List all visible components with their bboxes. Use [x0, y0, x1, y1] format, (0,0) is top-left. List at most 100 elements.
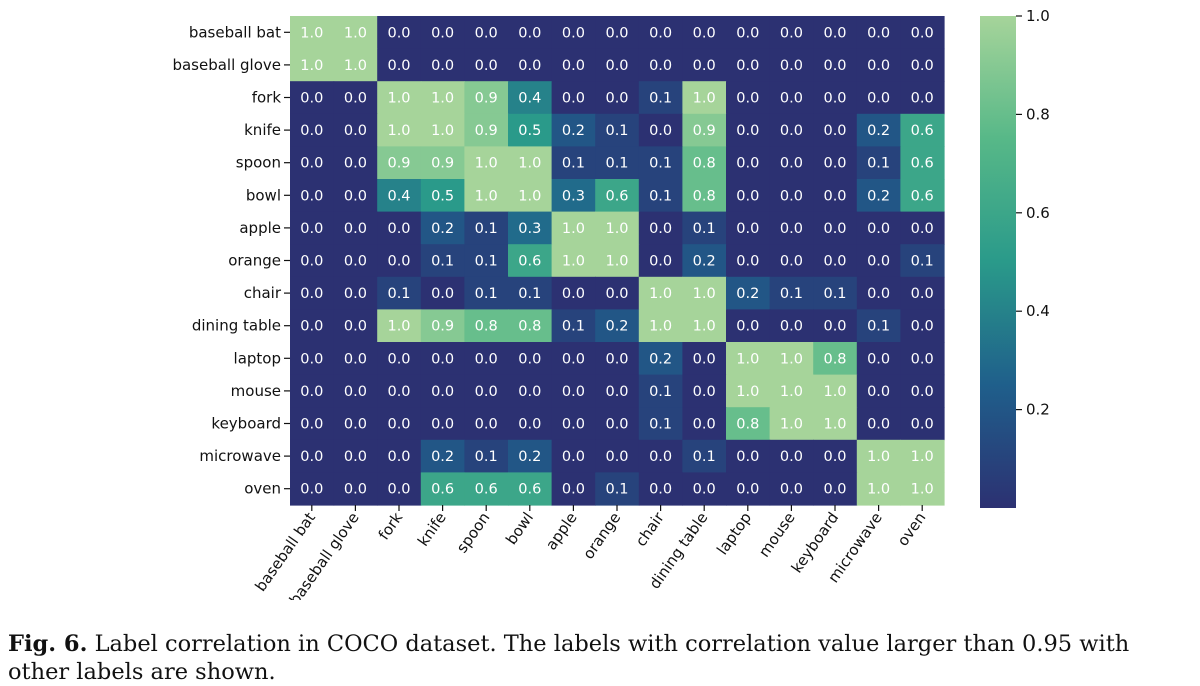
cell-value-label: 0.6: [475, 482, 498, 498]
cell-value-label: 0.0: [431, 286, 454, 302]
cell-value-label: 0.9: [431, 156, 454, 172]
heatmap-cell: [726, 342, 771, 376]
heatmap-cell: [464, 342, 509, 376]
heatmap-cell: [290, 244, 335, 278]
cell-value-label: 0.0: [736, 482, 759, 498]
cell-value-label: 0.0: [562, 91, 585, 107]
heatmap-cell: [856, 16, 901, 50]
y-tick-label: chair: [244, 284, 282, 302]
cell-value-label: 0.2: [693, 254, 716, 270]
cell-value-label: 1.0: [780, 384, 803, 400]
cell-value-label: 0.0: [387, 384, 410, 400]
heatmap-cell: [508, 179, 553, 213]
heatmap-cell: [769, 81, 814, 115]
cell-value-label: 0.0: [911, 384, 934, 400]
cell-value-label: 0.0: [605, 286, 628, 302]
cell-value-label: 0.0: [344, 482, 367, 498]
heatmap-cell: [769, 48, 814, 82]
colorbar-gradient: [980, 16, 1016, 508]
cell-value-label: 1.0: [387, 123, 410, 139]
cell-value-label: 0.0: [736, 156, 759, 172]
cell-value-label: 0.1: [867, 319, 890, 335]
cell-value-label: 0.0: [387, 351, 410, 367]
heatmap-cell: [551, 407, 596, 441]
heatmap-cell: [769, 309, 814, 343]
y-axis-labels: baseball bat baseball glove fork knife spoon…: [172, 23, 290, 498]
heatmap-cell: [595, 179, 640, 213]
cell-value-label: 0.2: [736, 286, 759, 302]
heatmap-cell: [333, 16, 378, 50]
cell-value-label: 1.0: [475, 156, 498, 172]
heatmap-cell: [856, 146, 901, 180]
cell-value-label: 0.0: [344, 384, 367, 400]
cell-value-label: 0.0: [300, 286, 323, 302]
heatmap-cell: [813, 113, 858, 147]
x-tick-label: orange: [579, 509, 624, 563]
y-tick-label: laptop: [234, 349, 281, 367]
cell-value-label: 1.0: [387, 91, 410, 107]
heatmap-cell: [682, 211, 727, 245]
cell-value-label: 0.0: [911, 58, 934, 74]
cell-value-label: 0.0: [823, 188, 846, 204]
cell-value-label: 0.0: [562, 25, 585, 41]
cell-value-label: 0.8: [823, 351, 846, 367]
cell-value-label: 0.0: [736, 221, 759, 237]
heatmap-cell: [595, 309, 640, 343]
cell-value-label: 0.1: [867, 156, 890, 172]
heatmap-cell: [508, 472, 553, 506]
cell-value-label: 0.0: [605, 384, 628, 400]
cell-value-label: 0.0: [562, 482, 585, 498]
heatmap-cell: [595, 472, 640, 506]
cell-value-label: 0.8: [693, 188, 716, 204]
cell-value-label: 0.0: [387, 221, 410, 237]
cell-value-label: 0.0: [823, 254, 846, 270]
heatmap-cell: [638, 16, 683, 50]
heatmap-cell: [464, 374, 509, 408]
cell-value-label: 0.0: [431, 351, 454, 367]
cell-value-label: 0.0: [911, 351, 934, 367]
cell-value-label: 0.0: [344, 188, 367, 204]
cell-value-label: 0.0: [911, 417, 934, 433]
heatmap-cell: [377, 439, 422, 473]
y-tick-label: microwave: [199, 447, 281, 465]
heatmap-cell: [813, 146, 858, 180]
heatmap-cell: [813, 439, 858, 473]
cell-value-label: 1.0: [649, 319, 672, 335]
cell-value-label: 0.0: [605, 417, 628, 433]
cell-value-label: 0.1: [823, 286, 846, 302]
cell-value-label: 0.0: [649, 25, 672, 41]
cell-value-label: 0.0: [780, 25, 803, 41]
cell-value-label: 0.0: [867, 384, 890, 400]
heatmap-cell: [508, 342, 553, 376]
cell-value-label: 0.0: [911, 286, 934, 302]
heatmap-cell: [638, 146, 683, 180]
cell-value-label: 0.0: [300, 384, 323, 400]
cell-value-label: 0.1: [605, 123, 628, 139]
cell-value-label: 0.0: [300, 319, 323, 335]
cell-value-label: 0.0: [736, 25, 759, 41]
cell-value-label: 0.0: [649, 221, 672, 237]
heatmap-cell: [638, 211, 683, 245]
heatmap-cell: [595, 276, 640, 310]
heatmap-cell: [682, 179, 727, 213]
heatmap-cell: [290, 439, 335, 473]
heatmap-cell: [290, 276, 335, 310]
cell-value-label: 1.0: [736, 384, 759, 400]
cell-value-label: 1.0: [867, 449, 890, 465]
cell-value-label: 0.1: [649, 91, 672, 107]
heatmap-cell: [856, 472, 901, 506]
heatmap-cell: [333, 374, 378, 408]
heatmap-cell: [420, 244, 465, 278]
cell-value-label: 0.0: [911, 25, 934, 41]
heatmap-cell: [856, 179, 901, 213]
cell-value-label: 0.0: [387, 58, 410, 74]
heatmap-cell: [769, 244, 814, 278]
heatmap-cell: [290, 81, 335, 115]
cell-value-label: 0.0: [649, 449, 672, 465]
heatmap-cell: [726, 211, 771, 245]
cell-value-label: 0.0: [300, 156, 323, 172]
x-tick-label: oven: [894, 509, 930, 549]
cell-value-label: 0.0: [780, 91, 803, 107]
heatmap-cell: [551, 113, 596, 147]
heatmap-cell: [508, 211, 553, 245]
